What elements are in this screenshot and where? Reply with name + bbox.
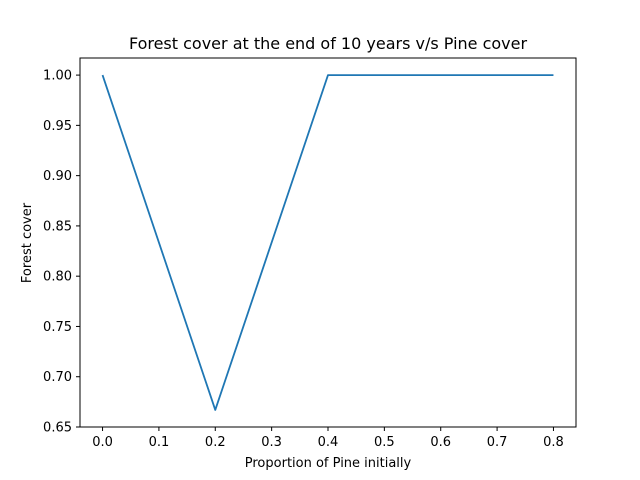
y-axis-label: Forest cover <box>20 202 35 283</box>
x-tick-label: 0.2 <box>205 435 226 450</box>
series-line <box>101 74 554 411</box>
x-axis-label: Proportion of Pine initially <box>245 456 412 471</box>
y-tick-label: 0.75 <box>43 320 72 335</box>
y-tick-label: 0.65 <box>43 421 72 436</box>
chart-title: Forest cover at the end of 10 years v/s … <box>129 34 528 53</box>
y-tick-label: 0.95 <box>43 119 72 134</box>
x-tick-label: 0.7 <box>487 435 508 450</box>
y-axis: 0.65 0.70 0.75 0.80 0.85 0.90 0.95 1.00 <box>43 69 80 436</box>
y-tick-label: 0.70 <box>43 370 72 385</box>
x-tick-label: 0.5 <box>374 435 395 450</box>
x-tick-label: 0.3 <box>261 435 282 450</box>
x-tick-label: 0.4 <box>318 435 339 450</box>
x-tick-label: 0.6 <box>430 435 451 450</box>
x-tick-label: 0.1 <box>149 435 170 450</box>
y-tick-label: 1.00 <box>43 69 72 84</box>
series-layer <box>101 74 554 411</box>
x-axis: 0.0 0.1 0.2 0.3 0.4 0.5 0.6 0.7 0.8 <box>92 427 564 450</box>
y-tick-label: 0.85 <box>43 219 72 234</box>
plot-area <box>79 57 577 428</box>
y-tick-label: 0.80 <box>43 270 72 285</box>
x-tick-label: 0.8 <box>543 435 564 450</box>
y-tick-label: 0.90 <box>43 169 72 184</box>
x-tick-label: 0.0 <box>92 435 113 450</box>
